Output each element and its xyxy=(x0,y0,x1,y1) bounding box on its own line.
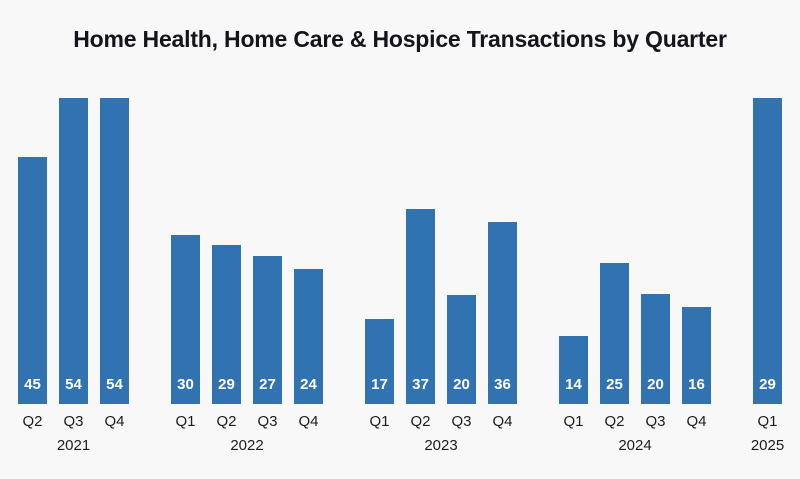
quarter-tick-label: Q3 xyxy=(63,413,84,430)
year-tick-label: 2025 xyxy=(750,437,785,454)
bar-value-label: 16 xyxy=(688,376,705,393)
bar-column-2021-Q4: 54 Q4 xyxy=(100,98,129,430)
quarter-tick-label: Q3 xyxy=(645,413,666,430)
bar-value-label: 27 xyxy=(259,376,276,393)
chart-title: Home Health, Home Care & Hospice Transac… xyxy=(73,26,727,52)
bar-column-2024-Q2: 25 Q2 xyxy=(600,263,629,430)
bar-2023-Q4: 36 xyxy=(488,222,517,404)
bar-column-2023-Q2: 37 Q2 xyxy=(406,209,435,430)
bar-value-label: 25 xyxy=(606,376,623,393)
bar-2024-Q3: 20 xyxy=(641,294,670,404)
bar-value-label: 30 xyxy=(177,376,194,393)
bar-column-2022-Q3: 27 Q3 xyxy=(253,256,282,430)
quarter-tick-label: Q4 xyxy=(298,413,319,430)
quarter-tick-label: Q4 xyxy=(686,413,707,430)
bar-value-label: 29 xyxy=(218,376,235,393)
bar-group-2025: 29 Q1 2025 xyxy=(751,98,784,454)
bar-2021-Q4: 54 xyxy=(100,98,129,404)
bar-2023-Q1: 17 xyxy=(365,319,394,404)
bar-value-label: 20 xyxy=(453,376,470,393)
year-tick-label: 2023 xyxy=(424,437,458,454)
quarter-tick-label: Q2 xyxy=(604,413,625,430)
bar-value-label: 20 xyxy=(647,376,664,393)
bar-column-2022-Q2: 29 Q2 xyxy=(212,245,241,430)
bar-group-2023: 17 Q1 37 Q2 20 Q3 36 Q4 2023 xyxy=(365,209,517,454)
bar-value-label: 14 xyxy=(565,376,582,393)
quarter-tick-label: Q2 xyxy=(216,413,237,430)
quarter-tick-label: Q2 xyxy=(22,413,43,430)
bar-column-2022-Q4: 24 Q4 xyxy=(294,269,323,430)
bar-column-2023-Q3: 20 Q3 xyxy=(447,295,476,430)
quarter-tick-label: Q4 xyxy=(492,413,513,430)
bar-group-2021: 45 Q2 54 Q3 54 Q4 2021 xyxy=(18,98,129,454)
quarter-tick-label: Q1 xyxy=(757,413,778,430)
bar-column-2021-Q3: 54 Q3 xyxy=(59,98,88,430)
bar-value-label: 29 xyxy=(759,376,776,393)
bar-value-label: 17 xyxy=(371,376,388,393)
year-tick-label: 2021 xyxy=(56,437,91,454)
year-tick-label: 2024 xyxy=(618,437,652,454)
bar-2024-Q2: 25 xyxy=(600,263,629,404)
bar-2022-Q2: 29 xyxy=(212,245,241,404)
bar-group-2022: 30 Q1 29 Q2 27 Q3 24 Q4 2022 xyxy=(171,235,323,454)
quarter-tick-label: Q4 xyxy=(104,413,125,430)
bar-2023-Q3: 20 xyxy=(447,295,476,404)
bar-column-2022-Q1: 30 Q1 xyxy=(171,235,200,430)
bar-2021-Q3: 54 xyxy=(59,98,88,404)
bar-column-2023-Q4: 36 Q4 xyxy=(488,222,517,430)
bar-2023-Q2: 37 xyxy=(406,209,435,404)
bar-value-label: 54 xyxy=(106,376,123,393)
bar-value-label: 37 xyxy=(412,376,429,393)
bar-2021-Q2: 45 xyxy=(18,157,47,404)
year-tick-label: 2022 xyxy=(230,437,264,454)
bar-2022-Q4: 24 xyxy=(294,269,323,404)
bar-value-label: 45 xyxy=(24,376,41,393)
bar-column-2024-Q3: 20 Q3 xyxy=(641,294,670,430)
bar-2024-Q1: 14 xyxy=(559,336,588,404)
bar-2024-Q4: 16 xyxy=(682,307,711,404)
bar-value-label: 54 xyxy=(65,376,82,393)
bar-2022-Q1: 30 xyxy=(171,235,200,404)
bar-chart: 45 Q2 54 Q3 54 Q4 2021 30 Q1 29 Q2 27 Q3 24 Q4 2022 17 Q1… xyxy=(18,74,784,454)
quarter-tick-label: Q3 xyxy=(257,413,278,430)
quarter-tick-label: Q1 xyxy=(369,413,390,430)
bar-group-2024: 14 Q1 25 Q2 20 Q3 16 Q4 2024 xyxy=(559,263,711,454)
bar-column-2024-Q1: 14 Q1 xyxy=(559,336,588,430)
bar-2025-Q1: 29 xyxy=(753,98,782,404)
bar-2022-Q3: 27 xyxy=(253,256,282,404)
quarter-tick-label: Q1 xyxy=(563,413,584,430)
bar-value-label: 24 xyxy=(300,376,317,393)
bar-column-2024-Q4: 16 Q4 xyxy=(682,307,711,430)
quarter-tick-label: Q1 xyxy=(175,413,196,430)
bar-column-2025-Q1: 29 Q1 xyxy=(753,98,782,430)
bar-value-label: 36 xyxy=(494,376,511,393)
quarter-tick-label: Q3 xyxy=(451,413,472,430)
quarter-tick-label: Q2 xyxy=(410,413,431,430)
bar-column-2021-Q2: 45 Q2 xyxy=(18,157,47,430)
bar-column-2023-Q1: 17 Q1 xyxy=(365,319,394,430)
